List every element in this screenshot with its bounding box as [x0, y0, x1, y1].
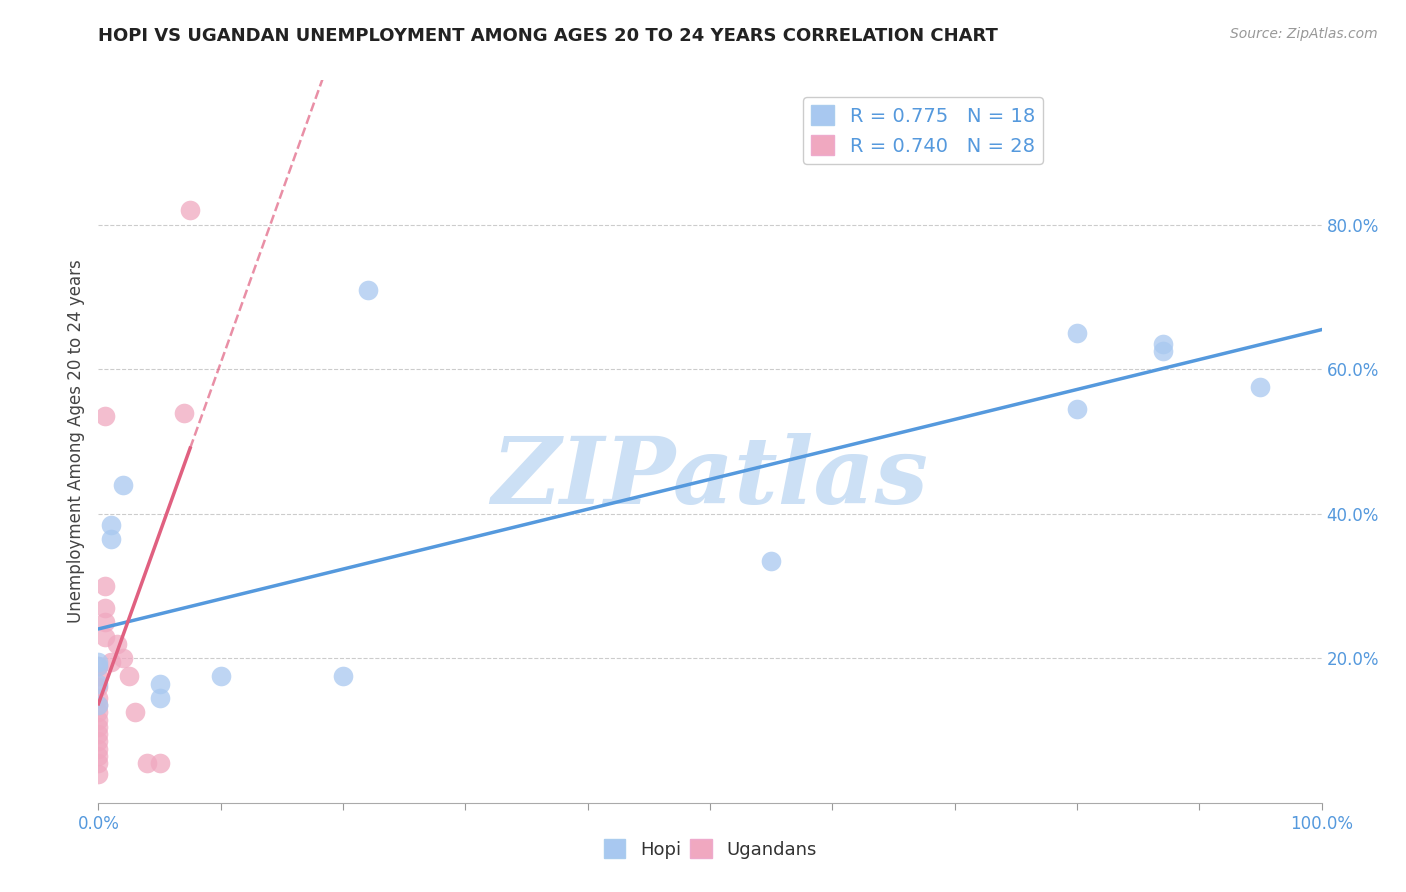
- Point: [136, 756, 159, 770]
- Point: [87, 720, 110, 734]
- Point: [87, 669, 110, 683]
- Point: [100, 517, 122, 532]
- Point: [87, 741, 110, 756]
- Point: [111, 651, 134, 665]
- Point: [173, 406, 195, 420]
- Point: [93, 600, 115, 615]
- Point: [100, 655, 122, 669]
- Point: [149, 676, 172, 690]
- Point: [356, 283, 378, 297]
- Point: [209, 669, 232, 683]
- Point: [111, 478, 134, 492]
- Point: [1249, 380, 1271, 394]
- Point: [100, 532, 122, 546]
- Point: [1152, 344, 1174, 359]
- Point: [87, 655, 110, 669]
- Point: [124, 706, 146, 720]
- Point: [761, 554, 783, 568]
- Point: [87, 676, 110, 690]
- Point: [87, 756, 110, 770]
- Point: [87, 698, 110, 713]
- Point: [87, 748, 110, 763]
- Point: [93, 630, 115, 644]
- Text: ZIPatlas: ZIPatlas: [492, 433, 928, 523]
- Point: [93, 409, 115, 424]
- Y-axis label: Unemployment Among Ages 20 to 24 years: Unemployment Among Ages 20 to 24 years: [66, 260, 84, 624]
- Point: [87, 698, 110, 713]
- Point: [87, 658, 110, 673]
- Point: [87, 680, 110, 694]
- Text: Source: ZipAtlas.com: Source: ZipAtlas.com: [1230, 27, 1378, 41]
- Point: [87, 691, 110, 706]
- Point: [93, 615, 115, 630]
- Point: [93, 579, 115, 593]
- Point: [118, 669, 141, 683]
- Point: [149, 691, 172, 706]
- Point: [1152, 337, 1174, 351]
- Point: [87, 706, 110, 720]
- Point: [149, 756, 172, 770]
- Point: [87, 713, 110, 727]
- Point: [179, 203, 201, 218]
- Point: [87, 734, 110, 748]
- Point: [1066, 326, 1088, 340]
- Point: [87, 727, 110, 741]
- Text: HOPI VS UGANDAN UNEMPLOYMENT AMONG AGES 20 TO 24 YEARS CORRELATION CHART: HOPI VS UGANDAN UNEMPLOYMENT AMONG AGES …: [98, 27, 998, 45]
- Legend: Hopi, Ugandans: Hopi, Ugandans: [596, 832, 824, 866]
- Point: [105, 637, 128, 651]
- Point: [87, 658, 110, 673]
- Point: [332, 669, 354, 683]
- Point: [87, 767, 110, 781]
- Point: [1066, 402, 1088, 417]
